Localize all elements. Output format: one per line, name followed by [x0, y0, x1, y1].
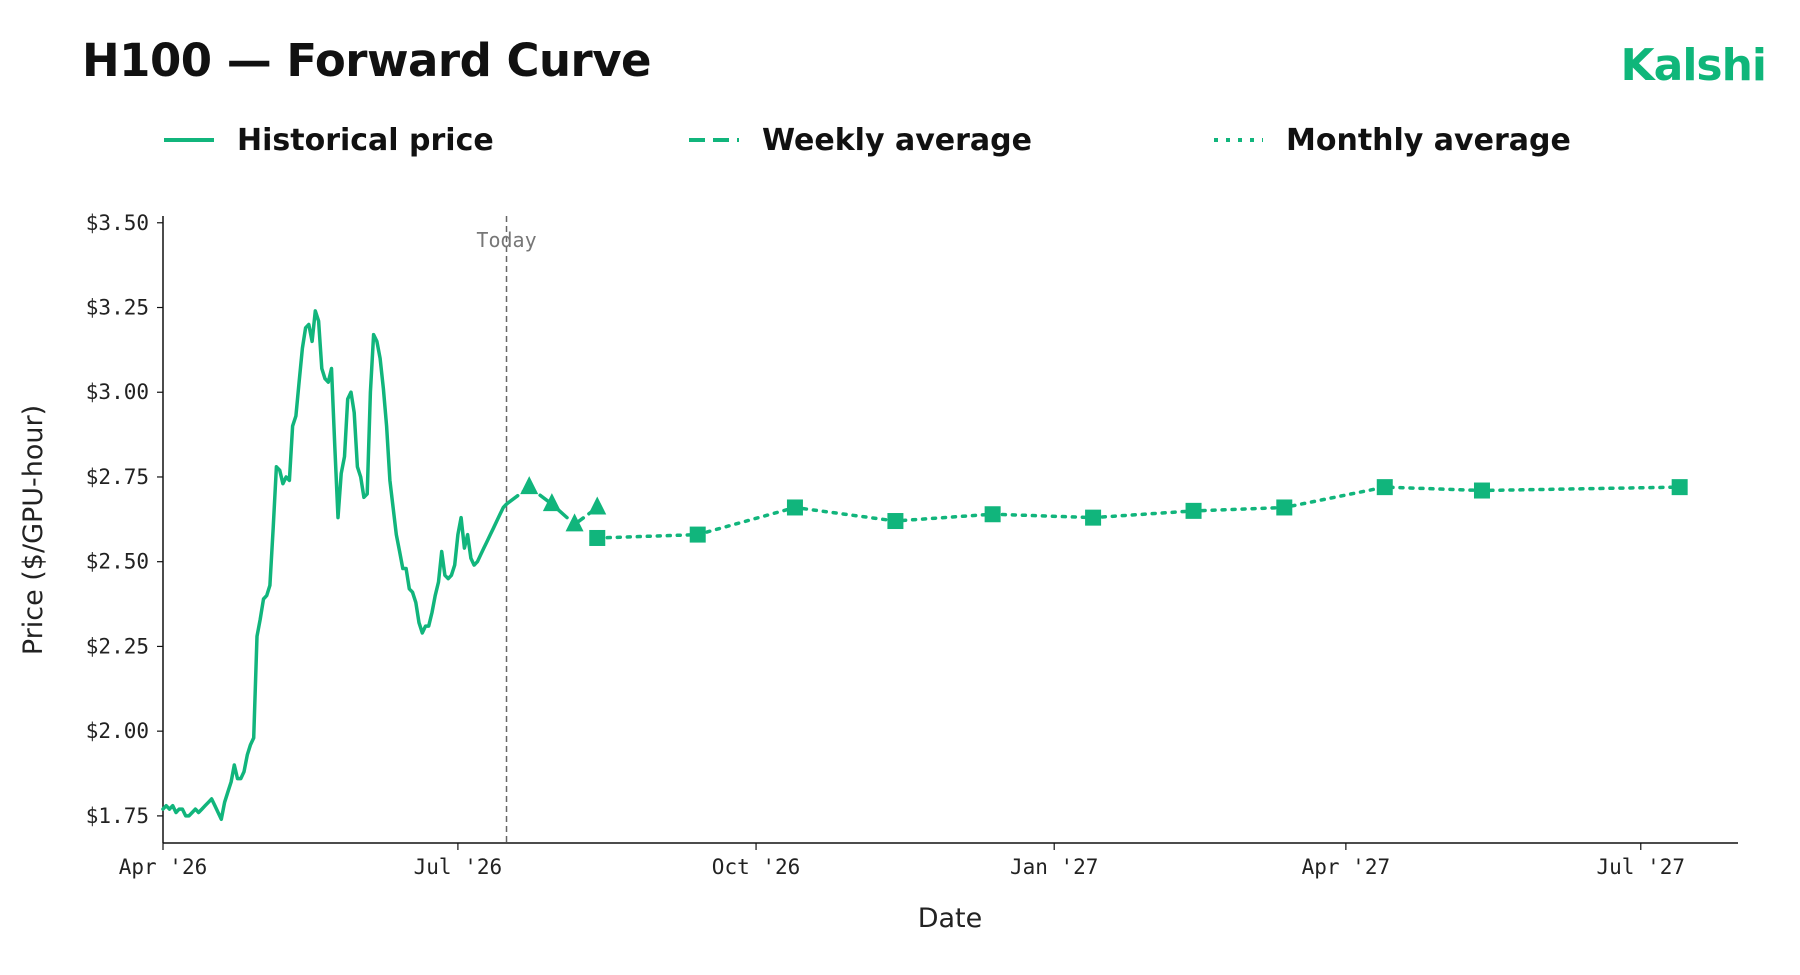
- x-tick-label: Jul '27: [1597, 855, 1686, 879]
- chart-title: H100 — Forward Curve: [82, 34, 652, 87]
- y-tick-label: $3.25: [86, 296, 149, 320]
- monthly-point: [589, 529, 606, 546]
- weekly-point: [565, 513, 584, 532]
- legend-item-historical: Historical price: [163, 118, 494, 162]
- monthly-point: [1473, 482, 1490, 499]
- monthly-point: [887, 513, 904, 530]
- monthly-point: [689, 526, 706, 543]
- kalshi-logo: Kalshi: [1620, 40, 1767, 91]
- x-tick-label: Apr '27: [1302, 855, 1391, 879]
- monthly-point: [984, 506, 1001, 523]
- weekly-point: [588, 496, 607, 515]
- dashed-line-swatch: [689, 138, 739, 142]
- x-axis-title: Date: [918, 903, 983, 934]
- monthly-point: [1376, 479, 1393, 496]
- x-tick-label: Jul '26: [414, 855, 503, 879]
- x-tick-label: Jan '27: [1010, 855, 1099, 879]
- y-tick-label: $2.25: [86, 634, 149, 658]
- y-tick-label: $2.50: [86, 550, 149, 574]
- x-tick-label: Apr '26: [119, 855, 208, 879]
- series-line-dotted: [595, 485, 1682, 540]
- y-tick-label: $3.50: [86, 211, 149, 235]
- weekly-point: [542, 493, 561, 512]
- monthly-point: [786, 499, 803, 516]
- solid-line-swatch: [164, 138, 214, 142]
- legend-label: Monthly average: [1286, 122, 1571, 158]
- series-line-solid: [161, 309, 509, 822]
- y-axis-title: Price ($/GPU-hour): [18, 405, 49, 655]
- chart-axes: $1.75 $2.00 $2.25 $2.50 $2.75 $3.00 $3.25 $3.50…: [86, 211, 1738, 879]
- y-tick-label: $2.00: [86, 719, 149, 743]
- x-tick-label: Oct '26: [712, 855, 801, 879]
- legend-item-weekly: Weekly average: [688, 118, 1032, 162]
- legend-item-monthly: Monthly average: [1212, 118, 1571, 162]
- monthly-point: [1085, 509, 1102, 526]
- monthly-point: [1185, 502, 1202, 519]
- chart-legend: Historical price Weekly average Monthly …: [0, 118, 1800, 168]
- weekly-point: [520, 476, 539, 495]
- monthly-point: [1276, 499, 1293, 516]
- y-tick-label: $1.75: [86, 804, 149, 828]
- dotted-line-swatch: [1214, 138, 1263, 142]
- chart-series: [161, 309, 1688, 822]
- today-label: Today: [476, 228, 536, 252]
- legend-label: Historical price: [237, 122, 494, 158]
- legend-label: Weekly average: [762, 122, 1032, 158]
- y-tick-label: $3.00: [86, 380, 149, 404]
- monthly-point: [1671, 479, 1688, 496]
- today-marker: Today: [476, 216, 537, 843]
- y-tick-label: $2.75: [86, 465, 149, 489]
